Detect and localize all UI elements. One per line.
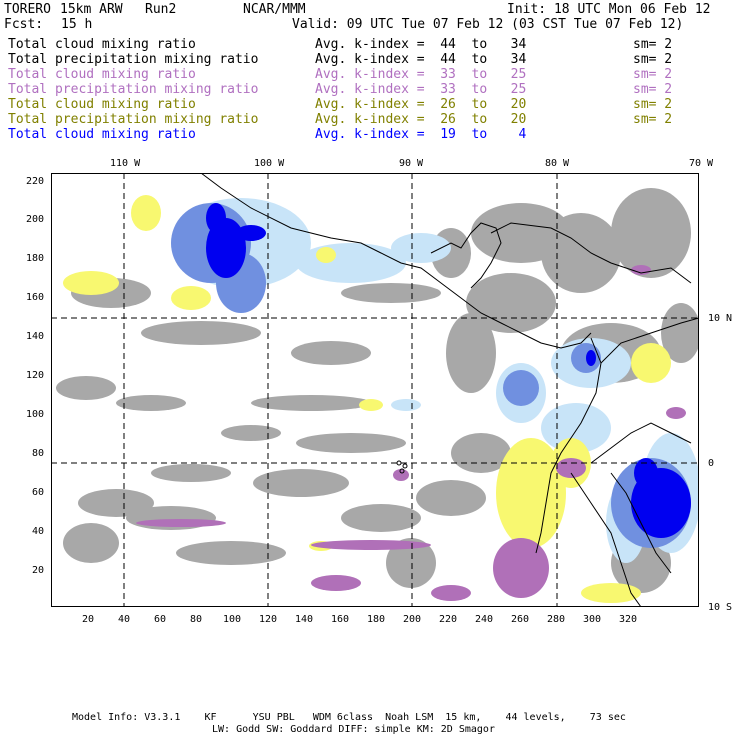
- legend-row: Total cloud mixing ratio Avg. k-index = 2…: [8, 97, 738, 112]
- legend-smoothing: sm= 2: [633, 67, 673, 82]
- y-tick-label: 40: [32, 526, 45, 537]
- model-name: TORERO: [4, 2, 51, 17]
- legend-range: Avg. k-index = 26 to 20: [315, 97, 527, 112]
- model-info-line2: LW: Godd SW: Goddard DIFF: simple KM: 2D…: [212, 724, 495, 735]
- x-tick-label: 60: [154, 614, 167, 625]
- legend-field: Total cloud mixing ratio: [8, 97, 196, 112]
- lat-label: 0: [708, 458, 715, 469]
- lon-label: 70 W: [689, 158, 714, 169]
- x-tick-label: 280: [547, 614, 566, 625]
- x-tick-label: 100: [223, 614, 242, 625]
- lon-label: 90 W: [399, 158, 424, 169]
- legend-smoothing: sm= 2: [633, 112, 673, 127]
- legend-field: Total precipitation mixing ratio: [8, 82, 259, 97]
- x-tick-label: 160: [331, 614, 350, 625]
- y-tick-label: 60: [32, 487, 45, 498]
- valid-time: Valid: 09 UTC Tue 07 Feb 12 (03 CST Tue …: [292, 17, 684, 32]
- lon-label: 110 W: [110, 158, 141, 169]
- legend-row: Total precipitation mixing ratio Avg. k-i…: [8, 112, 738, 127]
- y-tick-label: 80: [32, 448, 45, 459]
- lon-label: 80 W: [545, 158, 570, 169]
- legend-smoothing: sm= 2: [633, 97, 673, 112]
- legend-row: Total cloud mixing ratio Avg. k-index = 1…: [8, 127, 738, 142]
- legend-row: Total cloud mixing ratio Avg. k-index = 3…: [8, 67, 738, 82]
- legend-smoothing: sm= 2: [633, 82, 673, 97]
- y-tick-label: 160: [26, 292, 45, 303]
- lat-label: 10 N: [708, 313, 733, 324]
- y-tick-label: 200: [26, 214, 45, 225]
- legend-range: Avg. k-index = 26 to 20: [315, 112, 527, 127]
- legend-range: Avg. k-index = 33 to 25: [315, 67, 527, 82]
- legend-row: Total precipitation mixing ratio Avg. k-i…: [8, 52, 738, 67]
- purple-cloud-field: [136, 265, 686, 601]
- model-info-line1: Model Info: V3.3.1 KF YSU PBL WDM 6class…: [72, 712, 626, 723]
- x-tick-label: 120: [259, 614, 278, 625]
- x-tick-label: 20: [82, 614, 95, 625]
- x-tick-label: 140: [295, 614, 314, 625]
- legend-field: Total cloud mixing ratio: [8, 37, 196, 52]
- y-tick-label: 140: [26, 331, 45, 342]
- lat-label: 10 S: [708, 602, 733, 613]
- legend-field: Total cloud mixing ratio: [8, 127, 196, 142]
- y-tick-label: 180: [26, 253, 45, 264]
- legend-row: Total precipitation mixing ratio Avg. k-i…: [8, 82, 738, 97]
- map-frame: [51, 173, 699, 607]
- x-tick-label: 180: [367, 614, 386, 625]
- lon-label: 100 W: [254, 158, 285, 169]
- lat-lon-grid: [51, 173, 699, 607]
- x-tick-label: 220: [439, 614, 458, 625]
- x-tick-label: 200: [403, 614, 422, 625]
- legend-field: Total precipitation mixing ratio: [8, 112, 259, 127]
- forecast-hours: 15 h: [61, 17, 93, 32]
- legend-range: Avg. k-index = 19 to 4: [315, 127, 527, 142]
- legend-field: Total cloud mixing ratio: [8, 67, 196, 82]
- init-time: Init: 18 UTC Mon 06 Feb 12: [507, 2, 711, 17]
- legend-row: Total cloud mixing ratio Avg. k-index = 4…: [8, 37, 738, 52]
- y-tick-label: 120: [26, 370, 45, 381]
- forecast-label: Fcst:: [4, 17, 44, 32]
- x-tick-label: 240: [475, 614, 494, 625]
- legend-smoothing: sm= 2: [633, 37, 673, 52]
- model-resolution: 15km ARW: [60, 2, 123, 17]
- legend-smoothing: sm= 2: [633, 52, 673, 67]
- y-tick-label: 220: [26, 176, 45, 187]
- org-label: NCAR/MMM: [243, 2, 306, 17]
- x-tick-label: 40: [118, 614, 131, 625]
- yellow-cloud-field: [63, 195, 671, 603]
- coastlines: [200, 173, 699, 607]
- dark-blue-cloud-field: [206, 203, 691, 538]
- legend-range: Avg. k-index = 44 to 34: [315, 37, 527, 52]
- weather-map: [51, 173, 699, 607]
- x-tick-label: 80: [190, 614, 203, 625]
- legend-range: Avg. k-index = 33 to 25: [315, 82, 527, 97]
- x-tick-label: 320: [619, 614, 638, 625]
- legend-range: Avg. k-index = 44 to 34: [315, 52, 527, 67]
- x-tick-label: 300: [583, 614, 602, 625]
- x-tick-label: 260: [511, 614, 530, 625]
- y-tick-label: 100: [26, 409, 45, 420]
- y-tick-label: 20: [32, 565, 45, 576]
- run-label: Run2: [145, 2, 177, 17]
- legend-field: Total precipitation mixing ratio: [8, 52, 259, 67]
